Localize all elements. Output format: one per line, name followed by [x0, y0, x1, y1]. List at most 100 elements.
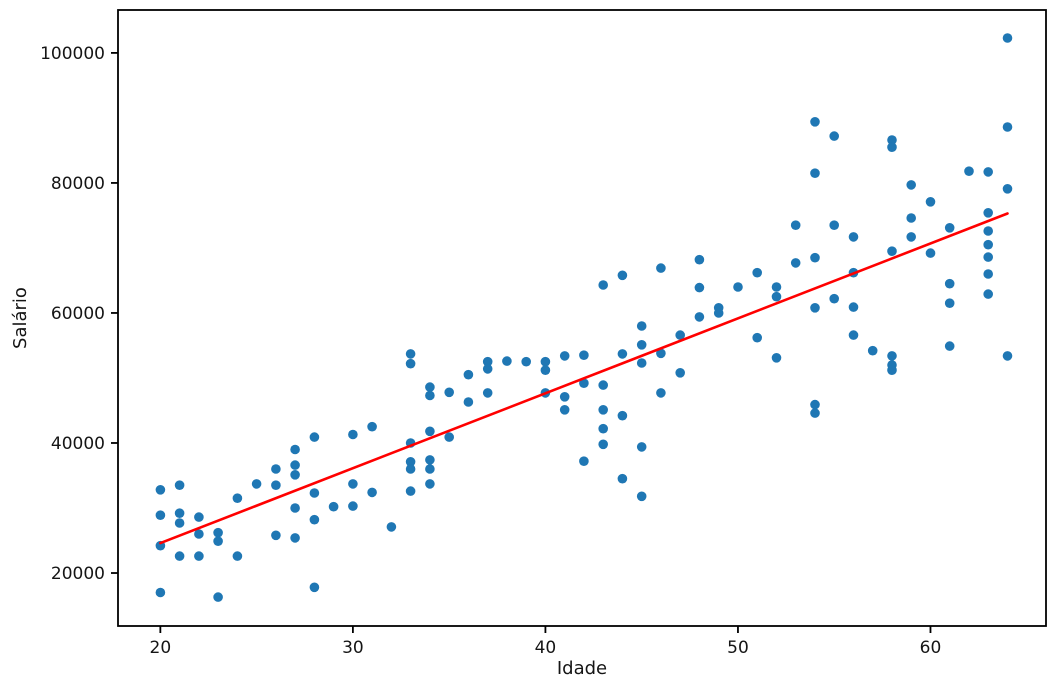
scatter-point — [579, 456, 589, 467]
x-tick-label: 30 — [342, 638, 364, 658]
scatter-point — [790, 220, 801, 230]
scatter-point — [771, 291, 782, 302]
x-tick-label: 50 — [727, 638, 749, 658]
scatter-point — [540, 365, 551, 376]
scatter-point — [155, 485, 166, 495]
scatter-point — [771, 282, 782, 292]
scatter-point — [598, 423, 608, 434]
scatter-point — [887, 135, 897, 145]
y-tick-label: 80000 — [51, 174, 105, 194]
y-axis-label: Salário — [10, 287, 31, 349]
scatter-point — [502, 356, 512, 366]
scatter-point — [194, 551, 204, 561]
scatter-point — [733, 282, 743, 292]
scatter-point — [867, 345, 878, 356]
scatter-point — [213, 536, 223, 546]
scatter-point — [636, 340, 647, 350]
scatter-point — [425, 382, 435, 392]
points-layer — [155, 33, 1013, 602]
scatter-point — [848, 302, 859, 312]
scatter-point — [559, 351, 570, 361]
scatter-point — [983, 167, 993, 177]
scatter-point — [713, 308, 724, 318]
scatter-point — [598, 439, 608, 450]
scatter-point — [155, 587, 166, 598]
scatter-point — [925, 197, 936, 207]
scatter-point — [829, 131, 839, 141]
scatter-point — [213, 592, 223, 602]
scatter-point — [213, 527, 223, 538]
scatter-point — [367, 421, 377, 432]
scatter-point — [810, 168, 820, 178]
scatter-point — [174, 480, 185, 491]
scatter-point — [425, 464, 435, 474]
scatter-point — [174, 518, 185, 528]
scatter-point — [348, 501, 358, 511]
scatter-point — [194, 529, 204, 539]
scatter-point — [174, 551, 185, 561]
scatter-point — [232, 493, 243, 504]
scatter-point — [405, 358, 416, 369]
scatter-point — [752, 332, 762, 343]
scatter-point — [1002, 33, 1013, 43]
scatter-point — [906, 213, 916, 223]
scatter-point — [983, 208, 993, 218]
y-tick-label: 40000 — [51, 434, 105, 454]
x-tick-label: 60 — [920, 638, 942, 658]
regression-line — [159, 212, 1009, 545]
scatter-point — [367, 487, 377, 498]
scatter-point — [271, 530, 281, 541]
scatter-point — [983, 269, 993, 279]
scatter-point — [271, 480, 281, 491]
scatter-point — [944, 223, 955, 233]
y-tick-label: 60000 — [51, 304, 105, 324]
scatter-point — [444, 387, 455, 398]
scatter-point — [232, 551, 243, 561]
scatter-point — [617, 410, 628, 421]
scatter-point — [405, 464, 416, 474]
scatter-point — [656, 388, 666, 398]
scatter-point — [810, 117, 820, 127]
scatter-point — [675, 368, 685, 378]
scatter-point — [636, 358, 647, 368]
scatter-point — [848, 232, 859, 242]
scatter-point — [309, 488, 320, 498]
scatter-point — [848, 330, 859, 340]
scatter-point — [579, 378, 589, 389]
scatter-point — [290, 470, 300, 480]
scatter-point — [290, 460, 300, 470]
scatter-point — [328, 501, 339, 512]
scatter-point — [656, 348, 666, 359]
scatter-point — [636, 442, 647, 452]
scatter-point — [251, 479, 262, 489]
scatter-point — [194, 512, 204, 522]
scatter-point — [579, 350, 589, 361]
scatter-point — [559, 405, 570, 415]
scatter-point — [617, 270, 628, 281]
scatter-point — [482, 388, 493, 398]
scatter-point — [925, 248, 936, 258]
scatter-point — [425, 479, 435, 489]
scatter-point — [983, 252, 993, 262]
scatter-point — [348, 479, 358, 489]
scatter-point — [887, 246, 897, 256]
scatter-point — [617, 473, 628, 484]
scatter-point — [482, 356, 493, 367]
scatter-point — [694, 254, 705, 265]
scatter-point — [309, 582, 320, 593]
scatter-point — [906, 180, 916, 190]
scatter-point — [810, 408, 820, 418]
scatter-point — [790, 258, 801, 268]
scatter-point — [405, 349, 416, 359]
scatter-point — [887, 365, 897, 376]
scatter-point — [463, 369, 474, 380]
scatter-point — [810, 303, 820, 313]
scatter-point — [694, 312, 705, 322]
scatter-point — [482, 364, 493, 374]
scatter-point — [983, 239, 993, 250]
scatter-point — [675, 330, 685, 340]
y-tick-label: 100000 — [40, 44, 105, 64]
scatter-point — [174, 508, 185, 518]
